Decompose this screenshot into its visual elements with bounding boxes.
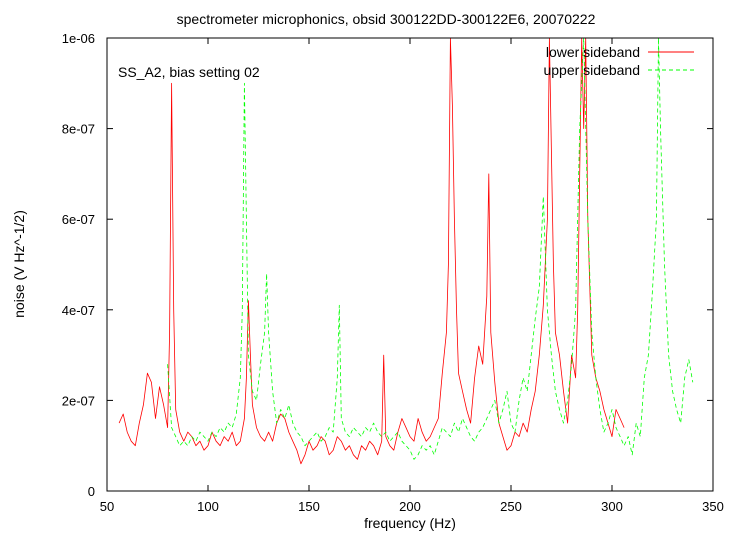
x-tick-label: 200 [399, 499, 421, 514]
legend-label-upper-sideband: upper sideband [543, 62, 640, 78]
y-tick-label: 8e-07 [62, 122, 95, 137]
legend: lower sideband upper sideband [543, 44, 694, 78]
y-axis-label: noise (V Hz^-1/2) [11, 210, 27, 318]
x-tick-label: 350 [702, 499, 724, 514]
x-axis-label: frequency (Hz) [364, 515, 456, 531]
x-tick-label: 150 [298, 499, 320, 514]
y-tick-label: 0 [88, 484, 95, 499]
y-tick-label: 4e-07 [62, 303, 95, 318]
x-tick-label: 100 [197, 499, 219, 514]
y-tick-label: 1e-06 [62, 31, 95, 46]
x-tick-label: 300 [601, 499, 623, 514]
y-tick-label: 2e-07 [62, 393, 95, 408]
y-tick-label: 6e-07 [62, 212, 95, 227]
legend-label-lower-sideband: lower sideband [546, 44, 640, 60]
plot-frame [106, 37, 714, 492]
series-line-upper-sideband [167, 37, 694, 460]
series-line-lower-sideband [118, 37, 625, 465]
plot-area [118, 37, 694, 465]
axis-ticks: 50 100 150 200 250 300 350 0 2e-07 4e-07 6e-07 8e-0… [62, 31, 724, 514]
x-tick-label: 250 [500, 499, 522, 514]
x-tick-label: 50 [100, 499, 114, 514]
chart-title: spectrometer microphonics, obsid 300122D… [177, 11, 596, 27]
chart-annotation: SS_A2, bias setting 02 [118, 64, 260, 80]
